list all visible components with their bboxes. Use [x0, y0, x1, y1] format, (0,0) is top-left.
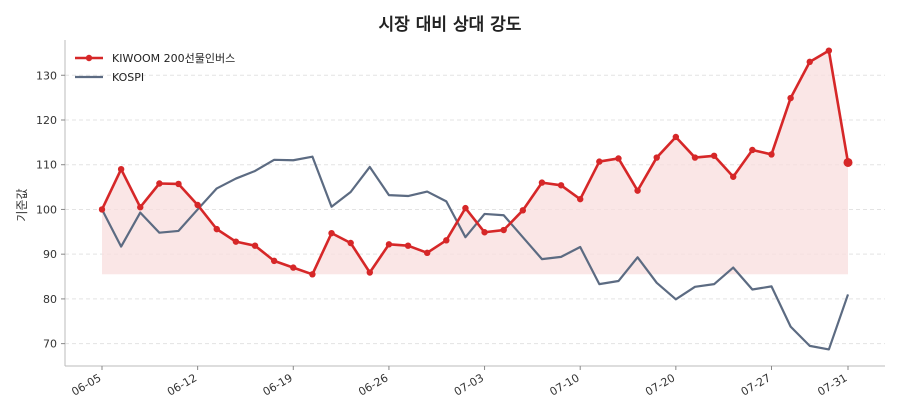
data-point [577, 195, 584, 203]
data-point [213, 225, 220, 233]
data-point [691, 154, 699, 161]
data-point [596, 158, 603, 165]
data-point [251, 242, 259, 249]
data-point [615, 155, 622, 162]
data-point [768, 151, 775, 158]
data-point [843, 157, 853, 167]
x-tick-label: 06-05 [69, 371, 103, 398]
y-tick-label: 70 [43, 338, 57, 351]
data-point [519, 207, 527, 214]
data-point [672, 133, 680, 141]
legend: KIWOOM 200선물인버스 KOSPI [75, 52, 235, 84]
y-tick-label: 80 [43, 293, 57, 306]
legend-label: KOSPI [112, 71, 144, 84]
data-point [787, 94, 794, 102]
data-point [481, 229, 488, 236]
y-tick-label: 100 [36, 203, 57, 216]
area-fill-kiwoom [102, 50, 848, 275]
data-point [366, 269, 373, 276]
data-point [194, 201, 201, 209]
x-tick-label: 06-26 [356, 371, 390, 398]
data-point [404, 242, 412, 249]
data-point [98, 206, 106, 213]
data-point [328, 229, 335, 237]
x-tick-label: 07-31 [815, 371, 849, 398]
data-point [423, 249, 431, 257]
x-ticks: 06-05 06-12 06-19 06-26 07-03 07-10 07-20 07-27… [69, 366, 850, 399]
series-line-kospi [101, 155, 850, 351]
data-point [309, 271, 316, 278]
data-point [653, 154, 660, 161]
x-tick-label: 07-03 [452, 371, 486, 398]
y-tick-label: 120 [36, 114, 57, 127]
series-line-kiwoom [100, 49, 850, 276]
x-tick-label: 06-12 [165, 371, 199, 398]
data-point [443, 237, 450, 244]
data-point [175, 180, 182, 188]
y-tick-label: 110 [36, 159, 57, 172]
axes [64, 40, 885, 367]
y-tick-label: 90 [43, 248, 57, 261]
legend-marker [85, 54, 93, 62]
x-tick-label: 07-27 [739, 371, 773, 398]
data-point [117, 165, 125, 173]
data-point [730, 173, 737, 180]
legend-label: KIWOOM 200선물인버스 [112, 52, 235, 65]
data-point [347, 239, 354, 247]
chart-title: 시장 대비 상대 강도 [378, 15, 522, 35]
x-tick-label: 07-10 [548, 371, 582, 398]
data-point [500, 226, 507, 234]
data-point [634, 187, 641, 194]
y-ticks: 70 80 90 100 110 120 130 [36, 69, 65, 351]
y-tick-label: 130 [36, 69, 57, 82]
data-point [156, 180, 163, 187]
data-point [270, 257, 278, 265]
data-point [538, 179, 546, 186]
data-point [825, 47, 833, 54]
data-point [385, 241, 393, 248]
data-point [557, 182, 565, 189]
x-tick-label: 07-20 [643, 371, 677, 398]
data-point [290, 264, 297, 271]
data-point [749, 146, 756, 154]
x-tick-label: 06-19 [261, 371, 295, 398]
data-point [137, 204, 144, 211]
y-axis-label: 기준값 [15, 188, 29, 221]
data-point [462, 204, 469, 212]
data-point [806, 58, 813, 66]
data-point [710, 152, 718, 159]
series-lines [98, 47, 853, 351]
area-fill [102, 50, 848, 275]
data-point [232, 238, 240, 245]
